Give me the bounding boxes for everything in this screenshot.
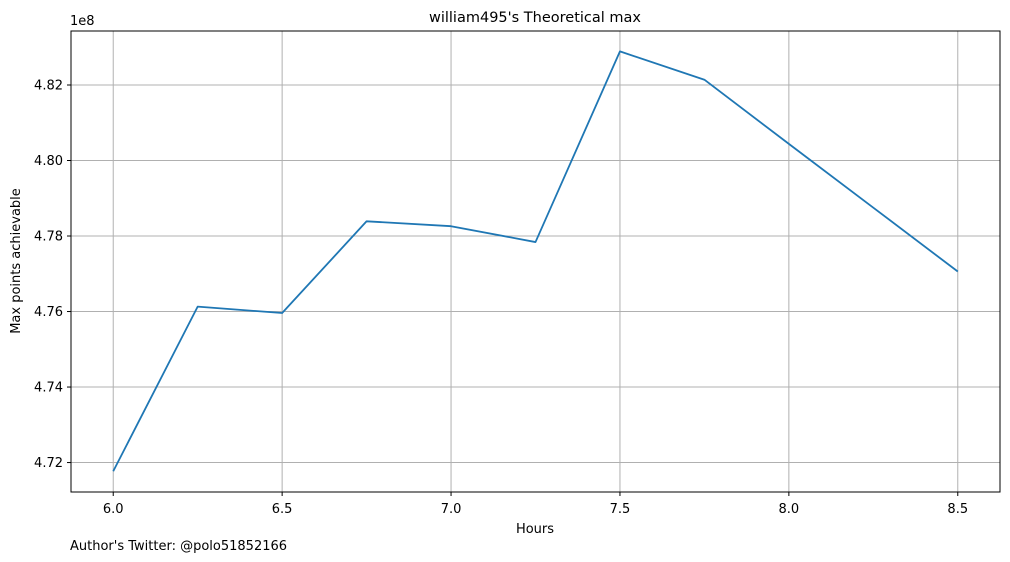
- x-tick-label: 7.0: [441, 502, 462, 517]
- x-axis-label: Hours: [516, 522, 554, 537]
- y-tick-label: 4.78: [34, 230, 63, 245]
- series-line: [112, 50, 959, 472]
- y-tick-label: 4.80: [34, 154, 63, 169]
- x-tick-label: 6.0: [103, 502, 124, 517]
- chart-title: william495's Theoretical max: [429, 10, 641, 26]
- y-tick-label: 4.74: [34, 381, 63, 396]
- x-tick-label: 8.5: [947, 502, 968, 517]
- axis-ticks: 6.0 6.5 7.0 7.5 8.0 8.5 4.72 4.74 4.76 4.78 4.80 4.…: [34, 78, 968, 517]
- y-tick-label: 4.82: [34, 78, 63, 93]
- y-tick-label: 4.72: [34, 456, 63, 471]
- series-lines: [112, 50, 959, 472]
- x-tick-label: 6.5: [272, 502, 293, 517]
- author-footnote: Author's Twitter: @polo51852166: [70, 539, 287, 554]
- y-offset-label: 1e8: [70, 14, 95, 29]
- y-axis-label: Max points achievable: [9, 188, 24, 334]
- grid-lines: [71, 31, 1000, 492]
- x-tick-label: 8.0: [779, 502, 800, 517]
- y-tick-label: 4.76: [34, 305, 63, 320]
- plot-area-frame: [70, 30, 1001, 493]
- x-tick-label: 7.5: [610, 502, 631, 517]
